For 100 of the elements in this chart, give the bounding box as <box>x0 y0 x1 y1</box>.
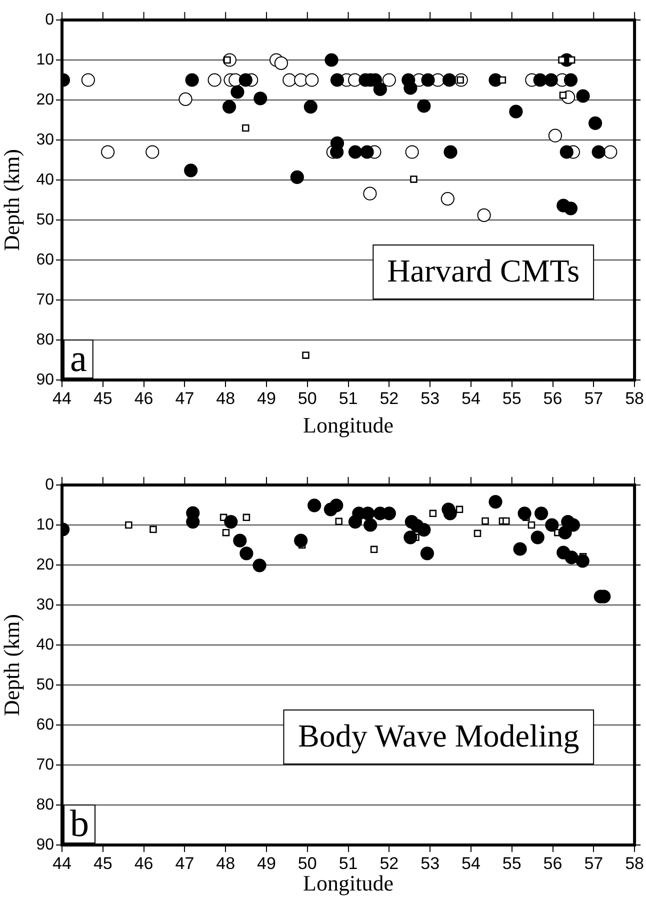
point <box>420 546 434 560</box>
point <box>518 506 532 520</box>
x-tick-label: 54 <box>462 388 480 408</box>
point <box>185 73 199 87</box>
y-tick-label: 50 <box>36 676 54 694</box>
x-tick-label: 46 <box>134 854 154 873</box>
point <box>254 92 268 106</box>
point <box>404 530 418 544</box>
point <box>443 506 457 520</box>
point <box>230 85 244 99</box>
point <box>558 56 566 64</box>
point <box>101 145 115 159</box>
x-tick-label: 55 <box>502 388 522 408</box>
point <box>564 73 578 87</box>
point <box>222 528 230 536</box>
point <box>178 92 192 106</box>
point <box>440 192 454 206</box>
point <box>308 498 322 512</box>
x-tick-label: 54 <box>462 854 480 873</box>
point <box>348 515 362 529</box>
point <box>564 550 578 564</box>
y-tick-label: 0 <box>45 476 54 494</box>
point <box>294 73 308 87</box>
point <box>417 523 431 537</box>
point <box>509 104 523 118</box>
point <box>282 73 296 87</box>
x-tick-label: 56 <box>543 388 562 408</box>
y-tick-label: 80 <box>36 331 54 348</box>
x-tick-label: 47 <box>175 854 194 873</box>
point <box>405 145 419 159</box>
point <box>330 498 344 512</box>
point <box>533 73 547 87</box>
point <box>559 92 567 99</box>
point <box>184 164 198 178</box>
y-tick-label: 30 <box>36 131 54 148</box>
point <box>125 521 132 529</box>
annotation: b <box>70 802 89 845</box>
point <box>477 208 491 222</box>
point <box>544 73 558 87</box>
point <box>81 73 95 87</box>
point <box>576 89 590 103</box>
x-axis-title: Longitude <box>303 870 394 896</box>
point <box>444 145 458 159</box>
y-tick-label: 30 <box>36 596 54 614</box>
y-tick-label: 90 <box>36 371 54 388</box>
x-tick-label: 57 <box>584 854 604 873</box>
x-tick-label: 45 <box>93 388 112 408</box>
point <box>488 495 502 509</box>
y-tick-label: 70 <box>36 756 54 774</box>
point <box>208 73 222 87</box>
y-tick-label: 10 <box>36 51 54 68</box>
point <box>560 145 574 159</box>
point <box>382 73 396 87</box>
y-axis-title: Depth (km) <box>0 148 24 252</box>
x-tick-label: 44 <box>52 388 72 408</box>
point <box>592 145 606 159</box>
point <box>305 73 319 87</box>
annotation: Body Wave Modeling <box>298 717 580 754</box>
y-tick-label: 20 <box>36 91 54 108</box>
point <box>224 515 238 529</box>
point <box>482 517 489 525</box>
point <box>242 514 250 522</box>
point <box>290 170 304 184</box>
y-tick-label: 60 <box>36 716 54 734</box>
point <box>330 145 344 159</box>
point <box>364 518 378 532</box>
point <box>363 186 377 200</box>
point <box>410 176 418 183</box>
point <box>373 82 387 96</box>
point <box>242 124 250 132</box>
x-tick-label: 52 <box>380 388 399 408</box>
point <box>360 145 374 159</box>
point <box>429 510 437 518</box>
point <box>330 73 344 87</box>
point <box>238 73 252 87</box>
x-tick-label: 46 <box>134 388 154 408</box>
point <box>456 506 464 514</box>
point <box>348 145 362 159</box>
point <box>252 558 266 572</box>
point <box>576 554 590 568</box>
point <box>530 530 544 544</box>
point <box>294 534 308 548</box>
x-tick-label: 44 <box>52 854 72 873</box>
y-tick-label: 10 <box>36 516 54 534</box>
point <box>370 546 378 554</box>
x-tick-label: 52 <box>380 854 399 873</box>
point <box>233 534 247 548</box>
point <box>404 81 418 95</box>
point <box>186 515 200 529</box>
y-tick-label: 80 <box>36 796 54 814</box>
point <box>417 99 431 113</box>
point <box>302 352 310 359</box>
y-tick-label: 20 <box>36 556 54 574</box>
y-tick-label: 90 <box>36 836 54 854</box>
point <box>335 518 342 526</box>
x-tick-label: 51 <box>338 854 358 873</box>
annotation: a <box>70 338 87 380</box>
point <box>442 73 456 87</box>
x-tick-label: 50 <box>298 388 317 408</box>
point <box>548 128 562 142</box>
